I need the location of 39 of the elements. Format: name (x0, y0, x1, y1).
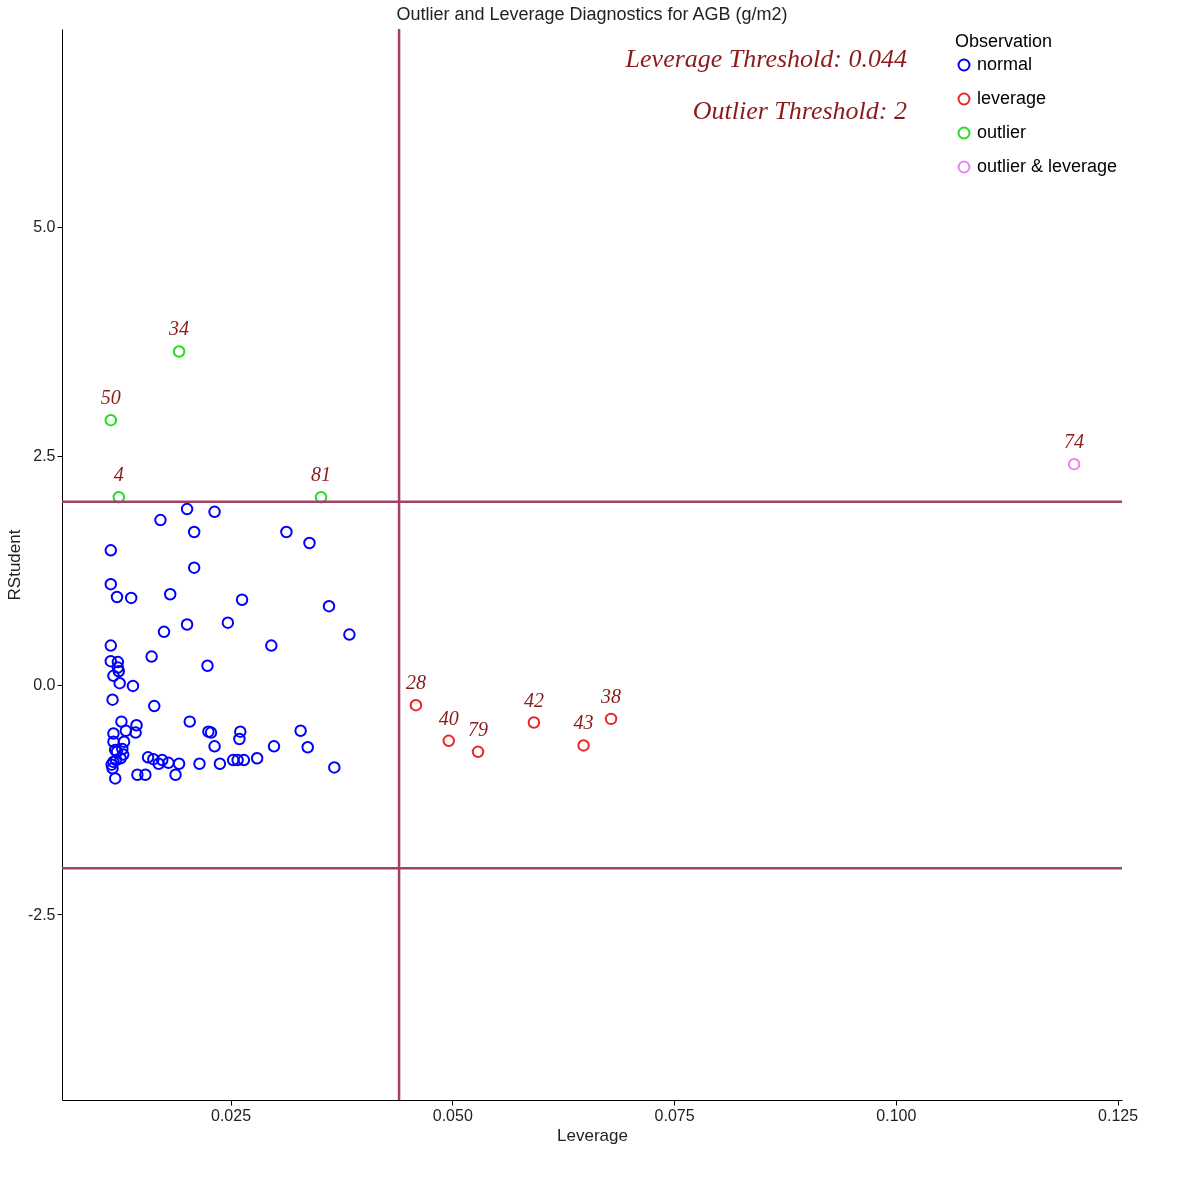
annotation: 34 (168, 317, 190, 340)
x-tick-label: 0.100 (876, 1106, 917, 1124)
annotation: Leverage Threshold: 0.044 (624, 44, 907, 73)
point (409, 698, 423, 712)
annotation: 50 (100, 386, 121, 409)
y-tick-label: 0.0 (33, 676, 56, 694)
annotation: 81 (311, 463, 332, 486)
point (104, 413, 118, 427)
annotation: 79 (468, 717, 489, 740)
annotation: 38 (600, 684, 622, 707)
x-axis-title: Leverage (557, 1125, 628, 1145)
chart-title: Outlier and Leverage Diagnostics for AGB (g/m2) (396, 3, 788, 24)
annotation: 40 (438, 706, 459, 729)
point (1067, 457, 1081, 471)
legend-label: leverage (977, 88, 1047, 108)
legend-title: Observation (955, 31, 1053, 51)
point (471, 745, 485, 759)
point (442, 734, 455, 748)
annotation: 28 (405, 671, 426, 694)
x-tick-label: 0.050 (432, 1106, 473, 1124)
point (527, 716, 541, 729)
legend-label: normal (977, 54, 1033, 74)
legend-label: outlier (977, 122, 1027, 142)
annotation: 42 (523, 688, 544, 711)
point (172, 345, 186, 358)
point (604, 712, 618, 726)
point (577, 739, 590, 752)
annotation: 4 (113, 463, 124, 486)
y-tick-label: -2.5 (27, 905, 56, 923)
x-tick-label: 0.025 (211, 1106, 252, 1124)
x-tick-label: 0.125 (1098, 1106, 1139, 1124)
annotation: 74 (1064, 430, 1085, 453)
annotation: Outlier Threshold: 2 (692, 96, 907, 125)
y-tick-label: 2.5 (33, 447, 56, 465)
y-tick-label: 5.0 (33, 218, 56, 236)
x-tick-label: 0.075 (654, 1106, 695, 1124)
y-axis-title: RStudent (4, 529, 24, 601)
legend-label: outlier & leverage (977, 156, 1118, 176)
annotation: 43 (573, 711, 594, 734)
